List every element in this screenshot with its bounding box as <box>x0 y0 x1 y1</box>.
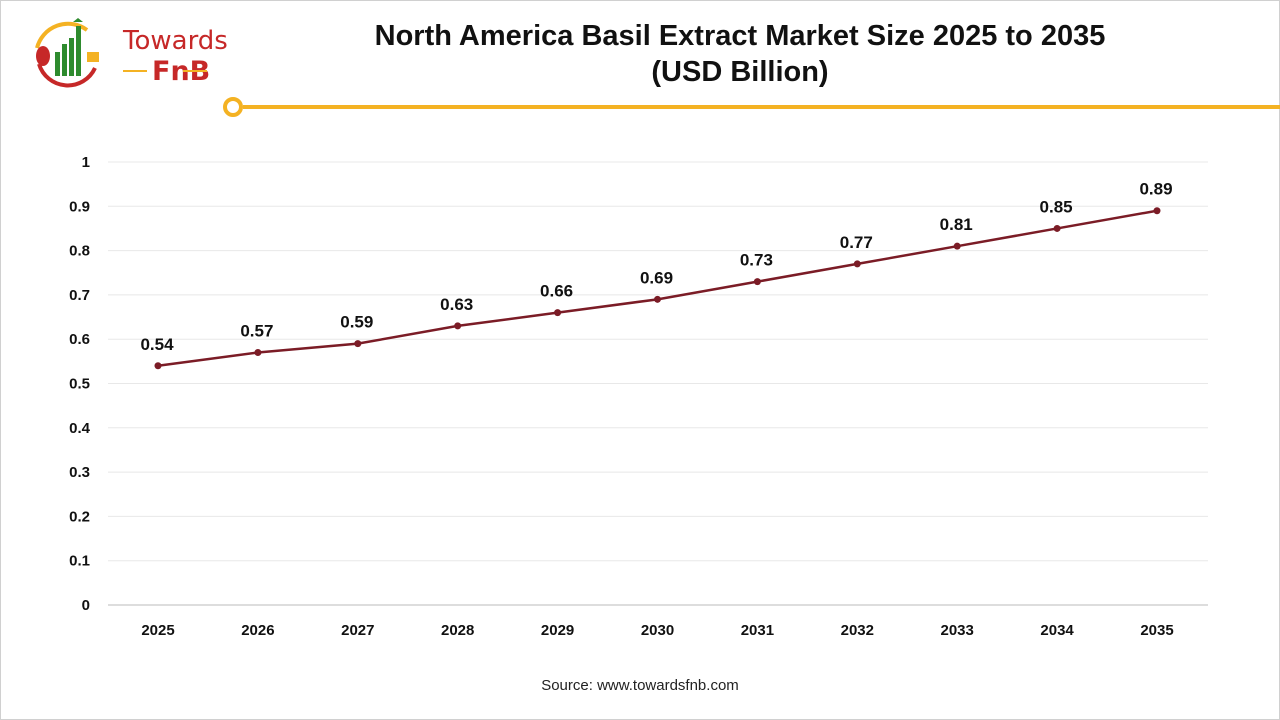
y-tick-label: 1 <box>82 154 90 171</box>
chart-title: North America Basil Extract Market Size … <box>300 18 1180 90</box>
data-point <box>454 322 462 330</box>
x-tick-label: 2032 <box>841 622 874 639</box>
x-tick-label: 2034 <box>1040 622 1074 639</box>
x-tick-label: 2028 <box>441 622 474 639</box>
data-point <box>254 348 262 356</box>
towards-fnb-logo: Towards FnB <box>25 18 228 88</box>
data-point <box>154 362 162 370</box>
data-point <box>354 340 362 348</box>
logo-text-towards: Towards <box>123 26 228 56</box>
data-point <box>753 278 761 286</box>
logo-icon <box>35 18 99 88</box>
y-tick-label: 0.6 <box>69 331 90 348</box>
data-label: 0.69 <box>640 268 673 287</box>
y-tick-label: 0.3 <box>69 464 90 481</box>
data-label: 0.54 <box>140 335 174 354</box>
y-tick-label: 0.7 <box>69 287 90 304</box>
x-tick-label: 2030 <box>641 622 674 639</box>
x-tick-label: 2035 <box>1140 622 1173 639</box>
data-point <box>554 309 562 317</box>
y-tick-label: 0.9 <box>69 198 90 215</box>
chart-subtitle: (USD Billion) <box>651 56 829 88</box>
data-label: 0.57 <box>240 321 273 340</box>
data-label: 0.73 <box>740 251 773 270</box>
data-point <box>953 242 961 250</box>
y-tick-label: 0.1 <box>69 553 90 570</box>
y-tick-label: 0.5 <box>69 376 90 393</box>
y-tick-label: 0.8 <box>69 243 90 260</box>
x-tick-label: 2029 <box>541 622 574 639</box>
data-label: 0.66 <box>540 282 573 301</box>
data-label: 0.85 <box>1040 197 1073 216</box>
data-point <box>654 295 661 303</box>
x-tick-label: 2026 <box>241 622 274 639</box>
data-label: 0.81 <box>940 215 973 234</box>
data-point <box>1153 207 1161 215</box>
data-label: 0.63 <box>440 295 473 314</box>
chart-title-main: North America Basil Extract Market Size … <box>374 20 1106 52</box>
data-label: 0.77 <box>840 233 873 252</box>
series-line <box>157 209 1158 368</box>
data-label: 0.89 <box>1139 180 1172 199</box>
x-tick-label: 2033 <box>941 622 974 639</box>
y-tick-label: 0.2 <box>69 508 90 525</box>
x-tick-label: 2027 <box>341 622 374 639</box>
y-tick-label: 0.4 <box>69 420 91 437</box>
header-accent-line <box>223 97 1280 117</box>
source-note: Source: www.towardsfnb.com <box>541 677 739 694</box>
data-label: 0.59 <box>340 313 373 332</box>
x-tick-label: 2025 <box>141 622 174 639</box>
data-point <box>1053 224 1061 232</box>
data-point <box>853 260 861 268</box>
y-tick-label: 0 <box>82 597 90 614</box>
x-tick-label: 2031 <box>741 622 774 639</box>
